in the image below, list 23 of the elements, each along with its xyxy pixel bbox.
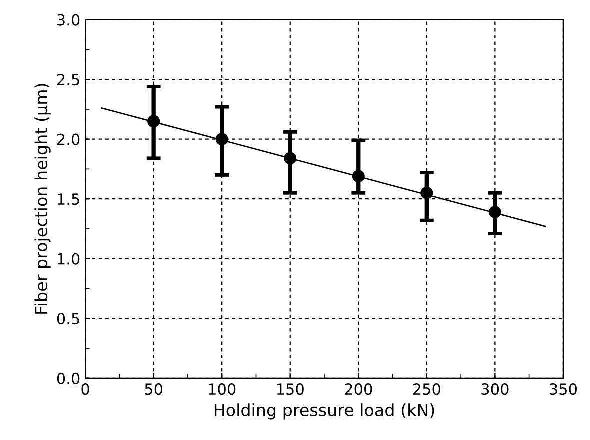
y-tick-label: 0.0 — [57, 372, 80, 384]
x-tick-label: 150 — [277, 384, 304, 396]
point — [488, 206, 502, 218]
x-tick-label: 350 — [550, 384, 578, 396]
x-tick-label: 200 — [345, 384, 372, 396]
point — [216, 133, 228, 146]
y-tick-label: 1.0 — [58, 253, 80, 265]
y-tick-label: 0.5 — [57, 313, 80, 325]
point — [420, 186, 434, 200]
x-axis-title: Holding pressure load (kN) — [214, 404, 434, 420]
y-axis-title: Fiber projection height (μm) — [34, 84, 51, 314]
y-tick-label: 1.5 — [58, 194, 80, 206]
point — [284, 152, 297, 165]
x-tick-label: 100 — [209, 384, 236, 396]
point — [148, 115, 160, 128]
x-tick-label: 50 — [145, 384, 163, 396]
y-tick-label: 3.0 — [58, 14, 80, 26]
x-tick-label: 300 — [482, 384, 509, 396]
y-tick-label: 2.5 — [58, 74, 80, 86]
y-tick-label: 2.0 — [58, 134, 80, 146]
x-tick-label: 0 — [82, 384, 90, 396]
x-tick-label: 250 — [413, 384, 440, 396]
point — [352, 170, 365, 183]
